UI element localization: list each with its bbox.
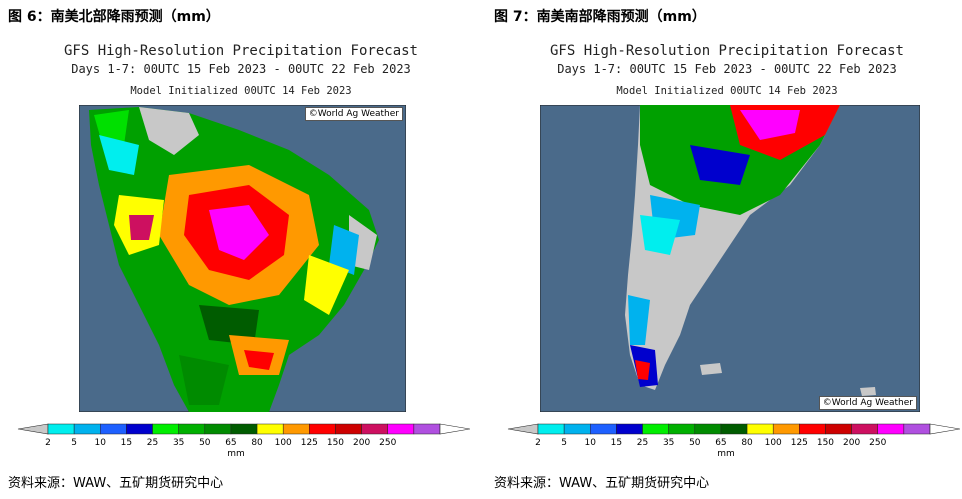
colorbar-swatch — [413, 423, 441, 435]
colorbar-unit-label: mm — [227, 449, 245, 459]
colorbar-swatch — [720, 423, 748, 435]
colorbar-tick-label: 5 — [561, 438, 567, 448]
precip-map-north: ©World Ag Weather — [79, 105, 406, 412]
map-init-time: Model Initialized 00UTC 14 Feb 2023 — [130, 85, 352, 97]
colorbar-tick-label: 100 — [765, 438, 782, 448]
colorbar-tick-label: 65 — [225, 438, 236, 448]
colorbar-swatch — [387, 423, 415, 435]
colorbar-over-arrow — [929, 423, 960, 435]
colorbar-tick-label: 2 — [535, 438, 541, 448]
source-note: 资料来源：WAW、五矿期货研究中心 — [494, 476, 710, 491]
colorbar-swatch — [73, 423, 101, 435]
colorbar-swatch — [126, 423, 153, 435]
colorbar-swatch — [590, 423, 617, 435]
colorbar-tick-label: 200 — [353, 438, 370, 448]
map-date-range: Days 1-7: 00UTC 15 Feb 2023 - 00UTC 22 F… — [557, 62, 897, 76]
colorbar-tick-label: 100 — [275, 438, 292, 448]
colorbar-tick-label: 25 — [147, 438, 158, 448]
colorbar-swatch — [903, 423, 931, 435]
colorbar-swatch — [772, 423, 800, 435]
colorbar-swatch — [563, 423, 591, 435]
colorbar-tick-label: 250 — [379, 438, 396, 448]
map-credit: ©World Ag Weather — [818, 396, 917, 410]
colorbar-swatch — [694, 423, 722, 435]
colorbar-tick-label: 10 — [95, 438, 107, 448]
map-title: GFS High-Resolution Precipitation Foreca… — [63, 43, 418, 59]
figure-7-panel: 图 7：南美南部降雨预测（mm） GFS High-Resolution Pre… — [492, 0, 962, 499]
colorbar-north: 2 5 10 15 25 35 50 65 80 100 125 150 200 250 mm — [10, 422, 470, 462]
colorbar-tick-label: 25 — [637, 438, 648, 448]
map-title: GFS High-Resolution Precipitation Foreca… — [549, 43, 904, 59]
figure-6-panel: 图 6：南美北部降雨预测（mm） GFS High-Resolution Pre… — [6, 0, 476, 499]
colorbar-tick-label: 5 — [71, 438, 77, 448]
colorbar-swatch — [799, 423, 826, 435]
colorbar-tick-label: 65 — [715, 438, 726, 448]
colorbar-tick-label: 80 — [741, 438, 753, 448]
colorbar-under-arrow — [507, 423, 539, 435]
colorbar-tick-label: 125 — [301, 438, 318, 448]
colorbar-tick-label: 125 — [791, 438, 808, 448]
colorbar-tick-label: 50 — [199, 438, 211, 448]
colorbar-swatch — [668, 423, 696, 435]
colorbar-over-arrow — [439, 423, 470, 435]
colorbar-tick-label: 15 — [121, 438, 132, 448]
figure-title: 图 6：南美北部降雨预测（mm） — [8, 9, 220, 25]
colorbar-swatch — [100, 423, 127, 435]
colorbar-tick-label: 200 — [843, 438, 860, 448]
colorbar-swatch — [877, 423, 905, 435]
colorbar-swatch — [230, 423, 258, 435]
colorbar-tick-label: 35 — [173, 438, 184, 448]
colorbar-tick-label: 150 — [327, 438, 344, 448]
colorbar-tick-label: 80 — [251, 438, 263, 448]
colorbar-swatch — [282, 423, 310, 435]
colorbar-swatch — [309, 423, 336, 435]
map-credit: ©World Ag Weather — [304, 107, 403, 121]
colorbar-swatch — [851, 423, 878, 435]
colorbar-tick-label: 10 — [585, 438, 597, 448]
colorbar-tick-label: 50 — [689, 438, 701, 448]
source-note: 资料来源：WAW、五矿期货研究中心 — [8, 476, 224, 491]
colorbar-swatch — [642, 423, 669, 435]
colorbar-tick-label: 150 — [817, 438, 834, 448]
colorbar-swatch — [152, 423, 179, 435]
colorbar-tick-label: 15 — [611, 438, 622, 448]
colorbar-swatch — [47, 423, 75, 435]
colorbar-swatch — [537, 423, 565, 435]
colorbar-swatch — [361, 423, 388, 435]
colorbar-swatch — [335, 423, 362, 435]
map-date-range: Days 1-7: 00UTC 15 Feb 2023 - 00UTC 22 F… — [71, 62, 411, 76]
colorbar-unit-label: mm — [717, 449, 735, 459]
colorbar-tick-label: 2 — [45, 438, 51, 448]
colorbar-swatch — [746, 423, 774, 435]
map-init-time: Model Initialized 00UTC 14 Feb 2023 — [616, 85, 838, 97]
colorbar-south: 2 5 10 15 25 35 50 65 80 100 125 150 200 250 mm — [500, 422, 960, 462]
colorbar-swatch — [825, 423, 852, 435]
colorbar-swatch — [616, 423, 643, 435]
precip-map-south: ©World Ag Weather — [540, 105, 920, 412]
figure-title: 图 7：南美南部降雨预测（mm） — [494, 9, 706, 25]
colorbar-under-arrow — [17, 423, 49, 435]
colorbar-tick-label: 250 — [869, 438, 886, 448]
colorbar-swatch — [256, 423, 284, 435]
colorbar-tick-label: 35 — [663, 438, 674, 448]
colorbar-swatch — [204, 423, 232, 435]
colorbar-swatch — [178, 423, 206, 435]
